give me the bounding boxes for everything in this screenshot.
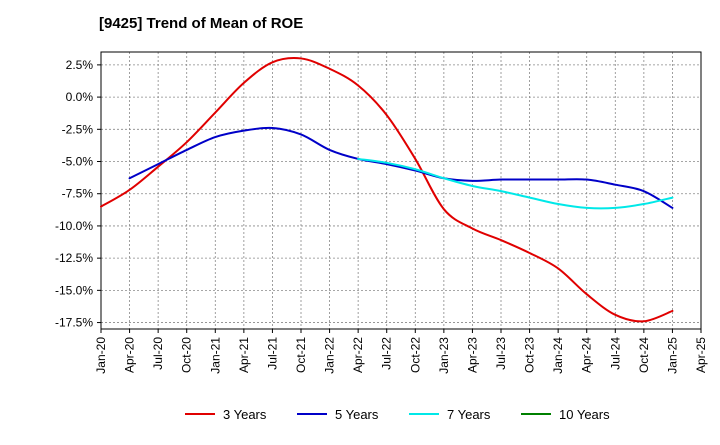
x-tick-label: Jul-21 — [265, 337, 279, 370]
x-tick-label: Oct-21 — [294, 337, 308, 373]
x-tick-label: Jan-21 — [208, 337, 222, 374]
legend-label-7-years: 7 Years — [447, 407, 491, 422]
x-tick-label: Jan-20 — [94, 337, 108, 374]
series-line-7-years — [357, 157, 674, 210]
y-tick-label: -12.5% — [55, 251, 93, 265]
y-tick-label: -5.0% — [62, 155, 94, 169]
x-tick-label: Apr-21 — [237, 337, 251, 373]
x-tick-label: Oct-22 — [408, 337, 422, 373]
y-axis-ticks: 2.5% 0.0% -2.5% -5.0% -7.5% -10.0% -12.5% -15.0… — [55, 58, 101, 330]
series-lines — [100, 57, 674, 323]
y-tick-label: -10.0% — [55, 219, 93, 233]
legend-label-3-years: 3 Years — [223, 407, 267, 422]
x-tick-label: Jan-24 — [551, 337, 565, 374]
y-tick-label: 2.5% — [66, 58, 94, 72]
y-tick-label: -15.0% — [55, 283, 93, 297]
x-tick-label: Oct-24 — [637, 337, 651, 373]
x-tick-label: Jul-22 — [380, 337, 394, 370]
x-tick-label: Jan-23 — [437, 337, 451, 374]
legend: 3 Years 5 Years 7 Years 10 Years — [185, 407, 610, 422]
grid — [101, 52, 701, 329]
x-tick-label: Apr-20 — [123, 337, 137, 373]
x-tick-label: Oct-20 — [180, 337, 194, 373]
x-tick-label: Apr-22 — [351, 337, 365, 373]
y-tick-label: 0.0% — [66, 90, 94, 104]
legend-label-5-years: 5 Years — [335, 407, 379, 422]
plot-frame — [100, 51, 702, 330]
x-tick-label: Oct-23 — [523, 337, 537, 373]
x-tick-label: Jul-24 — [608, 337, 622, 370]
legend-label-10-years: 10 Years — [559, 407, 610, 422]
x-tick-label: Apr-23 — [465, 337, 479, 373]
series-line-5-years — [128, 126, 674, 209]
y-tick-label: -7.5% — [62, 187, 94, 201]
x-tick-label: Jul-20 — [151, 337, 165, 370]
y-tick-label: -17.5% — [55, 316, 93, 330]
x-tick-label: Apr-24 — [580, 337, 594, 373]
y-tick-label: -2.5% — [62, 122, 94, 136]
chart-title: [9425] Trend of Mean of ROE — [99, 15, 303, 32]
x-tick-label: Jan-22 — [323, 337, 337, 374]
x-tick-label: Apr-25 — [694, 337, 708, 373]
x-tick-label: Jan-25 — [665, 337, 679, 374]
x-axis-ticks: Jan-20 Apr-20 Jul-20 Oct-20 Jan-21 Apr-21 Jul-… — [94, 329, 708, 374]
x-tick-label: Jul-23 — [494, 337, 508, 370]
series-line-3-years — [100, 57, 674, 323]
